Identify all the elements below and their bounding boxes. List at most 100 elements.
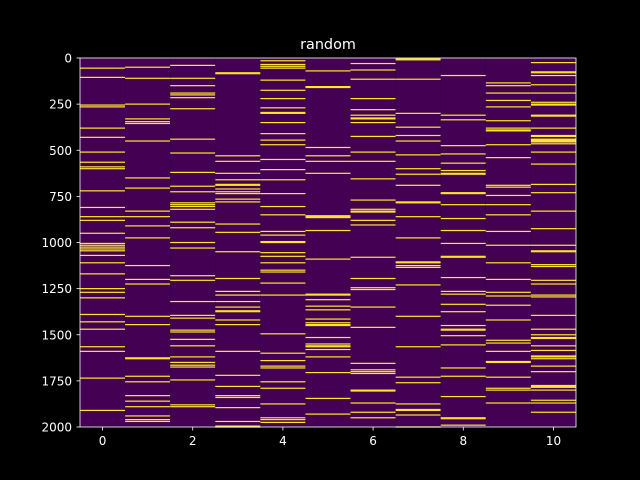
y-tick-label: 1000 [41,236,72,250]
heatmap-cell [170,404,216,406]
heatmap-cell [125,278,171,280]
heatmap-cell [170,345,216,347]
heatmap-cell [170,64,216,66]
heatmap-cell [215,201,261,203]
heatmap-cell [440,119,486,121]
heatmap-cell [305,356,351,358]
heatmap-cell [260,282,306,284]
heatmap-cell [350,160,396,162]
heatmap-cell [215,172,261,174]
heatmap-cell [125,264,171,267]
heatmap-cell [440,395,486,398]
heatmap-cell [305,336,351,339]
heatmap-cell [125,121,171,123]
heatmap-cell [80,262,126,264]
heatmap-cell [170,329,216,331]
heatmap-cell [260,417,306,419]
heatmap-cell [395,266,441,269]
heatmap-cell [215,191,261,193]
heatmap-cell [305,160,351,162]
heatmap-cell [305,70,351,72]
heatmap-cell [305,345,351,347]
heatmap-cell [485,244,531,246]
heatmap-cell [260,97,306,100]
heatmap-cell [260,387,306,389]
x-tick-label: 2 [189,434,197,448]
heatmap-cell [440,290,486,292]
heatmap-cell [215,290,261,292]
heatmap-cell [170,191,216,193]
heatmap-column-1 [125,58,171,427]
heatmap-cell [440,311,486,313]
heatmap-cell [440,172,486,174]
heatmap-cell [305,215,351,217]
heatmap-cell [485,361,531,364]
heatmap-cell [440,293,486,295]
heatmap-cell [260,65,306,67]
heatmap-cell [440,229,486,232]
heatmap-cell [485,184,531,186]
heatmap-cell [125,103,171,105]
heatmap-cell [395,202,441,204]
heatmap-cell [485,360,531,363]
heatmap-cell [170,338,216,340]
heatmap-column-5 [305,58,351,427]
heatmap-cell [485,402,531,404]
heatmap-cell [125,415,171,417]
heatmap-cell [170,300,216,303]
heatmap-cell [80,216,126,218]
heatmap-cell [80,288,126,290]
heatmap-cell [530,84,576,86]
heatmap-cell [530,72,576,74]
heatmap-cell [125,216,171,218]
heatmap-cell [395,216,441,218]
heatmap-cell [305,299,351,301]
heatmap-cell [260,89,306,91]
heatmap-cell [440,255,486,257]
heatmap-cell [305,346,351,348]
heatmap-cell [395,264,441,267]
heatmap-cell [530,296,576,298]
heatmap-cell [395,409,441,411]
heatmap-cell [395,173,441,175]
heatmap-cell [80,291,126,293]
heatmap-cell [260,60,306,62]
x-tick-label: 10 [546,434,561,448]
heatmap-cell [215,294,261,296]
heatmap-cell [215,155,261,157]
heatmap-cell [305,86,351,89]
heatmap-cell [350,151,396,153]
heatmap-cell [80,219,126,221]
heatmap-cell [215,183,261,185]
heatmap-cell [260,359,306,362]
heatmap-column-10 [530,58,576,427]
heatmap-cell [440,173,486,175]
heatmap-cell [125,283,171,285]
heatmap-cell [170,279,216,281]
heatmap-cell [215,385,261,388]
heatmap-cell [395,315,441,317]
heatmap-cell [80,328,126,330]
heatmap-cell [80,246,126,248]
heatmap-cell [350,62,396,65]
heatmap-cell [125,77,171,79]
heatmap-cell [350,402,396,404]
heatmap-cell [350,390,396,392]
heatmap-cell [530,337,576,340]
heatmap-cell [80,242,126,245]
heatmap-cell [440,114,486,116]
heatmap-cell [305,146,351,149]
heatmap-cell [350,208,396,210]
heatmap-cell [80,248,126,250]
heatmap-cell [80,297,126,299]
heatmap-cell [530,228,576,230]
heatmap-cell [440,169,486,172]
heatmap-cell [485,127,531,129]
heatmap-cell [530,334,576,336]
heatmap-cell [395,134,441,137]
heatmap-cell [530,151,576,153]
heatmap-cell [305,324,351,327]
heatmap-cell [530,251,576,253]
heatmap-cell [440,367,486,369]
heatmap-cell [350,118,396,120]
